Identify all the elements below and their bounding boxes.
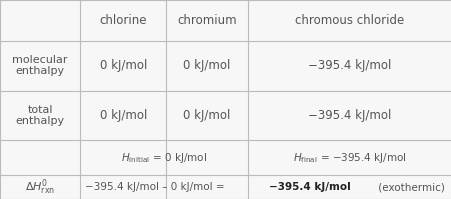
Text: −395.4 kJ/mol – 0 kJ/mol =: −395.4 kJ/mol – 0 kJ/mol = (85, 182, 227, 192)
Text: $H_{\rm final}$ = −395.4 kJ/mol: $H_{\rm final}$ = −395.4 kJ/mol (292, 151, 406, 165)
Text: total
enthalpy: total enthalpy (16, 105, 64, 126)
Text: −395.4 kJ/mol: −395.4 kJ/mol (308, 109, 391, 122)
Text: (exothermic): (exothermic) (374, 182, 444, 192)
Text: 0 kJ/mol: 0 kJ/mol (183, 59, 230, 72)
Text: −395.4 kJ/mol: −395.4 kJ/mol (308, 59, 391, 72)
Text: chromous chloride: chromous chloride (295, 14, 404, 27)
Text: $H_{\rm initial}$ = 0 kJ/mol: $H_{\rm initial}$ = 0 kJ/mol (121, 151, 207, 165)
Text: −395.4 kJ/mol: −395.4 kJ/mol (269, 182, 350, 192)
Text: chlorine: chlorine (99, 14, 147, 27)
Text: 0 kJ/mol: 0 kJ/mol (100, 59, 147, 72)
Text: chromium: chromium (177, 14, 236, 27)
Text: 0 kJ/mol: 0 kJ/mol (183, 109, 230, 122)
Text: molecular
enthalpy: molecular enthalpy (13, 55, 68, 76)
Text: 0 kJ/mol: 0 kJ/mol (100, 109, 147, 122)
Text: $\Delta H^0_{\rm rxn}$: $\Delta H^0_{\rm rxn}$ (25, 177, 55, 197)
